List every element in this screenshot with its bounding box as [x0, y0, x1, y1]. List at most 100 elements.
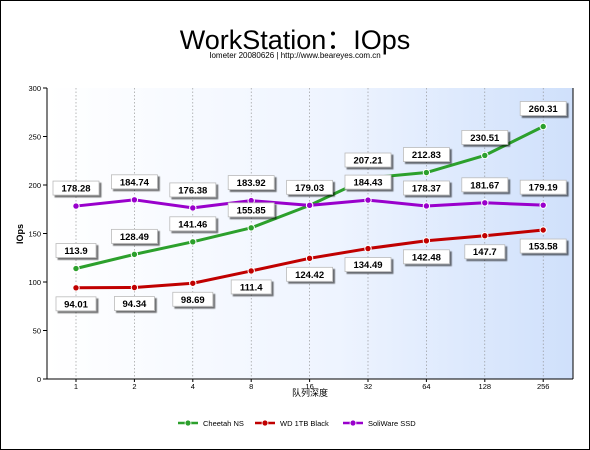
series-points: [72, 122, 547, 292]
axes: [46, 88, 574, 380]
data-point: [364, 196, 372, 204]
x-tick-label: 128: [479, 382, 492, 391]
data-point: [305, 201, 314, 210]
data-label: 176.38: [169, 182, 217, 198]
data-label-text: 184.74: [120, 177, 150, 188]
y-tick-label: 50: [33, 327, 41, 336]
data-point: [130, 196, 139, 204]
data-label: 94.34: [114, 296, 155, 311]
data-label: 128.49: [111, 228, 158, 244]
data-label-box: [519, 238, 567, 254]
data-point: [247, 224, 255, 232]
data-label-box: [461, 130, 509, 145]
data-label: 113.9: [55, 243, 97, 258]
data-label-box: [464, 244, 506, 260]
data-label-box: [55, 243, 97, 258]
x-tick-labels: 1 2 4 8 16 32 64 128 256: [74, 382, 550, 391]
data-label-box: [344, 174, 392, 190]
data-label-text: 147.7: [473, 247, 497, 258]
data-point: [130, 250, 139, 259]
data-label-text: 212.83: [412, 150, 441, 161]
data-label-text: 111.4: [240, 282, 263, 293]
data-point: [189, 238, 197, 246]
data-label: 178.28: [52, 180, 100, 196]
data-label-text: 94.34: [123, 299, 147, 310]
data-point: [189, 204, 197, 212]
legend-swatch-marker: [349, 419, 357, 427]
data-point: [72, 264, 80, 273]
data-label-text: 178.28: [61, 184, 90, 195]
data-label: 207.21: [344, 152, 392, 168]
data-point: [539, 226, 547, 234]
data-point: [247, 267, 255, 275]
data-point: [305, 254, 314, 263]
data-label-text: 155.85: [237, 205, 267, 216]
legend-label: SoliWare SSD: [368, 419, 416, 428]
data-labels: 113.9 128.49 141.46 155.85 179.03 207.21 212.8…: [52, 101, 567, 312]
data-label: 212.83: [402, 147, 450, 162]
data-label-text: 184.43: [353, 178, 382, 189]
y-tick-label: 250: [28, 133, 41, 142]
data-label-box: [227, 202, 275, 218]
data-label-text: 176.38: [178, 185, 207, 196]
x-tick-label: 32: [364, 382, 372, 391]
data-label-text: 141.46: [178, 219, 207, 230]
data-label-text: 124.42: [295, 270, 324, 281]
x-tick-label: 1: [74, 382, 78, 391]
data-label-box: [344, 152, 392, 168]
chart-subtitle: Iometer 20080626 | http://www.beareyes.c…: [209, 51, 381, 60]
data-label-box: [402, 147, 450, 162]
data-label-text: 98.69: [181, 295, 205, 306]
legend-item: SoliWare SSD: [343, 419, 416, 428]
data-point: [539, 201, 547, 209]
y-tick-label: 100: [28, 278, 41, 287]
data-label-text: 94.01: [64, 299, 88, 310]
data-label-text: 179.03: [295, 183, 324, 194]
data-label-box: [286, 179, 334, 195]
data-point: [189, 279, 197, 287]
data-label-text: 178.37: [412, 183, 441, 194]
data-label-box: [227, 175, 275, 190]
data-label: 142.48: [402, 249, 450, 265]
data-label-box: [55, 296, 97, 312]
data-label: 155.85: [227, 202, 275, 218]
data-point: [481, 199, 489, 207]
data-label-box: [519, 179, 567, 195]
data-label-text: 207.21: [353, 156, 383, 167]
data-label: 178.37: [402, 180, 450, 196]
legend-item: Cheetah NS: [178, 419, 244, 428]
data-point: [422, 168, 431, 177]
data-label-box: [172, 291, 214, 307]
data-point: [481, 232, 489, 240]
x-tick-label: 256: [537, 382, 550, 391]
data-point: [422, 237, 431, 245]
x-tick-label: 8: [249, 382, 253, 391]
data-label-text: 179.19: [529, 183, 558, 194]
legend-swatch-marker: [184, 419, 192, 427]
data-label: 153.58: [519, 238, 567, 254]
data-point: [539, 122, 547, 131]
data-label-box: [169, 216, 217, 232]
data-label: 179.19: [519, 179, 567, 195]
data-label: 179.03: [286, 179, 334, 195]
x-tick-label: 2: [132, 382, 136, 391]
data-label-text: 113.9: [64, 246, 87, 257]
x-axis-title: 队列深度: [292, 387, 328, 398]
data-point: [422, 202, 431, 210]
y-tick-label: 300: [28, 84, 41, 93]
data-label: 124.42: [286, 266, 334, 282]
data-label-text: 153.58: [529, 242, 558, 253]
data-label-box: [169, 182, 217, 198]
data-label: 184.43: [344, 174, 392, 190]
data-label-box: [461, 177, 509, 193]
y-tick-label: 150: [28, 230, 41, 239]
x-tick-label: 4: [191, 382, 195, 391]
data-label: 183.92: [227, 175, 275, 190]
data-label-text: 134.49: [353, 260, 382, 271]
x-tick-label: 64: [422, 382, 430, 391]
data-point: [481, 151, 489, 160]
data-label-box: [402, 180, 450, 196]
data-point: [364, 244, 372, 253]
data-label: 134.49: [344, 257, 392, 272]
